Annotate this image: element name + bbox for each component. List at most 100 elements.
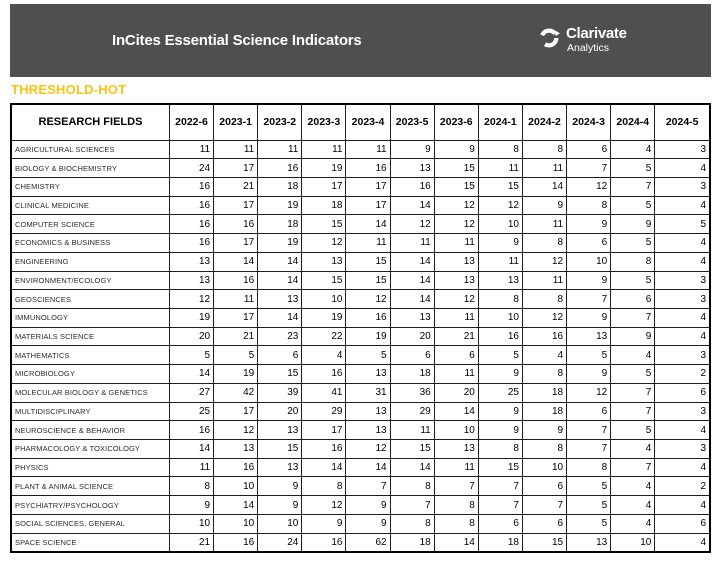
threshold-value-cell: 13 — [257, 457, 303, 478]
threshold-value-cell: 11 — [213, 139, 259, 160]
threshold-value-cell: 62 — [345, 532, 391, 553]
threshold-value-cell: 9 — [345, 495, 391, 515]
table-row: PHYSICS 11 16 13 14 14 14 11 15 10 8 7 4 — [10, 457, 711, 478]
period-column-header: 2023-1 — [213, 103, 259, 141]
threshold-value-cell: 10 — [213, 476, 259, 497]
threshold-table: RESEARCH FIELDS 2022-6 2023-1 2023-2 2023-3… — [10, 103, 711, 553]
threshold-value-cell: 16 — [168, 176, 215, 197]
threshold-value-cell: 3 — [654, 345, 711, 366]
threshold-value-cell: 16 — [168, 420, 215, 440]
threshold-value-cell: 4 — [654, 457, 711, 478]
threshold-value-cell: 8 — [168, 476, 215, 497]
threshold-value-cell: 19 — [168, 307, 215, 328]
threshold-value-cell: 8 — [610, 251, 656, 272]
threshold-value-cell: 16 — [389, 176, 435, 197]
threshold-value-cell: 21 — [168, 532, 215, 553]
threshold-value-cell: 11 — [521, 214, 568, 235]
threshold-value-cell: 15 — [301, 214, 347, 235]
clarivate-logo: Clarivate Analytics — [538, 26, 627, 54]
threshold-value-cell: 12 — [301, 233, 347, 253]
threshold-value-cell: 16 — [213, 532, 259, 553]
threshold-value-cell: 4 — [654, 326, 711, 347]
threshold-value-cell: 5 — [566, 345, 612, 366]
research-field-label: MOLECULAR BIOLOGY & GENETICS — [10, 382, 170, 403]
threshold-value-cell: 12 — [477, 195, 523, 216]
threshold-value-cell: 17 — [213, 158, 259, 178]
threshold-value-cell: 18 — [257, 214, 303, 235]
threshold-value-cell: 7 — [521, 495, 568, 515]
table-body: AGRICULTURAL SCIENCES 11 11 11 11 11 9 9 8 8 6 4 3 BI… — [10, 139, 711, 553]
threshold-value-cell: 20 — [389, 326, 435, 347]
threshold-value-cell: 16 — [345, 307, 391, 328]
threshold-value-cell: 9 — [566, 307, 612, 328]
threshold-value-cell: 4 — [654, 251, 711, 272]
threshold-value-cell: 14 — [345, 457, 391, 478]
threshold-value-cell: 7 — [433, 476, 479, 497]
threshold-value-cell: 4 — [654, 532, 711, 553]
threshold-value-cell: 8 — [477, 139, 523, 160]
threshold-value-cell: 12 — [345, 439, 391, 459]
threshold-value-cell: 8 — [521, 289, 568, 309]
brand-text: Clarivate Analytics — [566, 26, 627, 54]
threshold-value-cell: 5 — [477, 345, 523, 366]
threshold-value-cell: 11 — [433, 364, 479, 384]
threshold-value-cell: 7 — [477, 476, 523, 497]
threshold-value-cell: 18 — [477, 532, 523, 553]
threshold-value-cell: 14 — [389, 251, 435, 272]
threshold-value-cell: 11 — [433, 457, 479, 478]
threshold-value-cell: 6 — [610, 289, 656, 309]
threshold-value-cell: 6 — [654, 382, 711, 403]
threshold-value-cell: 15 — [389, 439, 435, 459]
threshold-value-cell: 5 — [213, 345, 259, 366]
threshold-value-cell: 21 — [433, 326, 479, 347]
table-row: IMMUNOLOGY 19 17 14 19 16 13 11 10 12 9 7 4 — [10, 307, 711, 328]
threshold-value-cell: 15 — [521, 532, 568, 553]
research-fields-header: RESEARCH FIELDS — [10, 103, 170, 141]
threshold-value-cell: 42 — [213, 382, 259, 403]
threshold-value-cell: 8 — [477, 289, 523, 309]
threshold-value-cell: 14 — [389, 289, 435, 309]
research-field-label: ECONOMICS & BUSINESS — [10, 233, 170, 253]
threshold-value-cell: 5 — [168, 345, 215, 366]
threshold-value-cell: 11 — [433, 233, 479, 253]
threshold-value-cell: 19 — [213, 364, 259, 384]
threshold-value-cell: 20 — [168, 326, 215, 347]
threshold-value-cell: 4 — [610, 476, 656, 497]
threshold-value-cell: 10 — [477, 307, 523, 328]
threshold-value-cell: 3 — [654, 176, 711, 197]
threshold-value-cell: 9 — [257, 476, 303, 497]
threshold-value-cell: 17 — [345, 176, 391, 197]
research-field-label: CHEMISTRY — [10, 176, 170, 197]
threshold-value-cell: 7 — [610, 382, 656, 403]
threshold-value-cell: 4 — [654, 233, 711, 253]
threshold-value-cell: 11 — [433, 307, 479, 328]
threshold-value-cell: 31 — [345, 382, 391, 403]
research-field-label: CLINICAL MEDICINE — [10, 195, 170, 216]
threshold-value-cell: 19 — [257, 195, 303, 216]
threshold-value-cell: 14 — [389, 195, 435, 216]
brand-subtitle: Analytics — [567, 42, 610, 54]
threshold-value-cell: 13 — [257, 420, 303, 440]
threshold-value-cell: 5 — [610, 364, 656, 384]
threshold-value-cell: 19 — [345, 326, 391, 347]
threshold-value-cell: 5 — [345, 345, 391, 366]
threshold-value-cell: 7 — [345, 476, 391, 497]
threshold-value-cell: 4 — [654, 420, 711, 440]
threshold-value-cell: 6 — [389, 345, 435, 366]
threshold-value-cell: 13 — [389, 158, 435, 178]
period-column-header: 2022-6 — [168, 103, 215, 141]
threshold-value-cell: 8 — [389, 476, 435, 497]
threshold-value-cell: 3 — [654, 270, 711, 291]
threshold-value-cell: 12 — [566, 176, 612, 197]
threshold-value-cell: 9 — [477, 420, 523, 440]
threshold-value-cell: 17 — [213, 195, 259, 216]
threshold-value-cell: 16 — [521, 326, 568, 347]
threshold-value-cell: 5 — [610, 270, 656, 291]
threshold-value-cell: 16 — [257, 158, 303, 178]
threshold-value-cell: 11 — [477, 251, 523, 272]
threshold-value-cell: 12 — [213, 420, 259, 440]
table-row: ENGINEERING 13 14 14 13 15 14 13 11 12 10 8 4 — [10, 251, 711, 272]
threshold-value-cell: 13 — [433, 439, 479, 459]
threshold-value-cell: 9 — [389, 139, 435, 160]
threshold-value-cell: 11 — [389, 420, 435, 440]
